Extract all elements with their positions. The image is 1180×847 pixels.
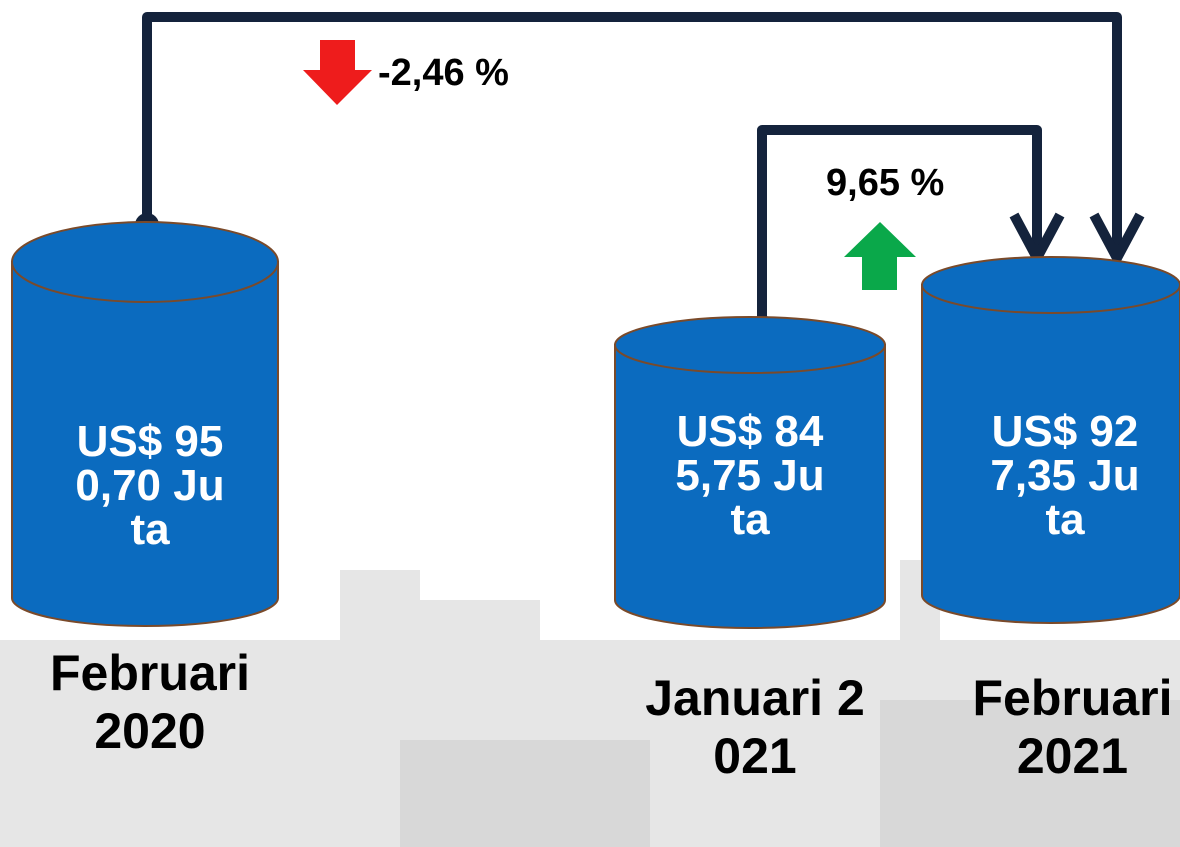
change-label: 9,65 % [826,164,944,202]
period-label: Februari 2021 [965,670,1180,785]
page: -2,46 % 9,65 % US$ 950,70 Juta US$ 845,7… [0,0,1180,847]
value-label: US$ 927,35 Juta [990,410,1140,542]
value-label: US$ 845,75 Juta [675,410,825,542]
period-label: Februari 2020 [30,645,270,760]
value-label: US$ 950,70 Juta [75,420,225,552]
up-arrow [844,222,916,290]
down-arrow [303,40,372,105]
period-label: Januari 2021 [640,670,870,785]
change-label: -2,46 % [378,54,509,92]
